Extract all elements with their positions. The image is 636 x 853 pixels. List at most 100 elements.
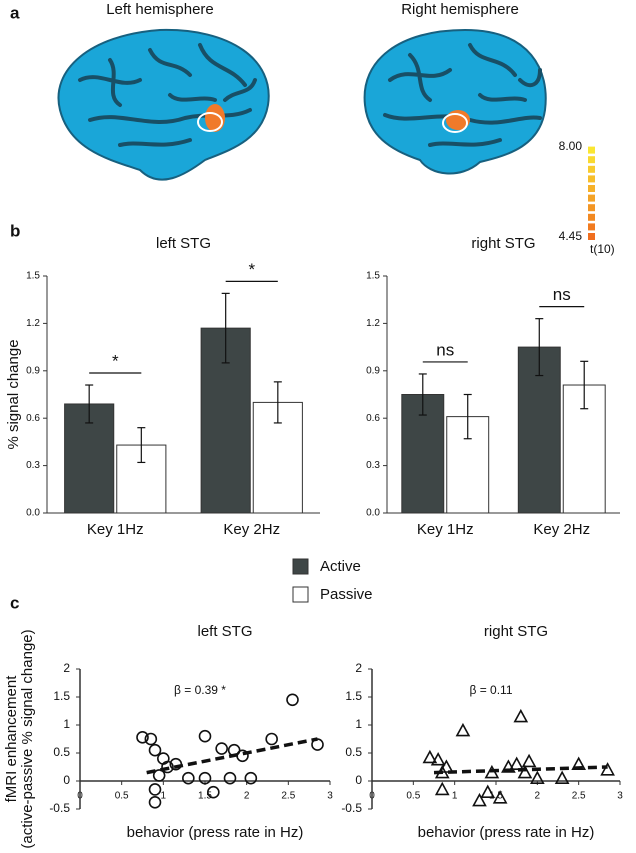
y-tick-label: 0.9 (26, 365, 40, 376)
point (207, 785, 220, 799)
panel-label: a (10, 3, 20, 22)
point (198, 729, 212, 743)
legend-label: Passive (320, 586, 373, 603)
fit-line (433, 765, 608, 775)
fit-line (146, 737, 318, 775)
x-axis-label: behavior (press rate in Hz) (127, 824, 304, 841)
x-tick-label: 3 (327, 791, 333, 802)
y-tick-label: 0 (63, 773, 70, 787)
y-tick-label: 1 (63, 717, 70, 731)
colorbar (588, 146, 595, 240)
y-tick-label: 0.6 (366, 413, 380, 424)
point (434, 781, 450, 796)
x-tick-label: Key 1Hz (417, 521, 474, 538)
y-tick-label: 0.3 (366, 460, 380, 471)
y-tick-label: 2 (355, 661, 362, 675)
y-tick-label: 1.2 (366, 318, 380, 329)
error-bar (418, 373, 427, 416)
colorbar-swatch (588, 156, 595, 164)
chart-title: right STG (471, 235, 535, 252)
error-bar (221, 292, 230, 364)
y-tick-label: 0.5 (345, 745, 362, 759)
y-tick-label: 0 (355, 773, 362, 787)
x-tick-label: 1.5 (198, 791, 212, 802)
y-tick-label: 0.5 (53, 745, 70, 759)
point (198, 771, 212, 785)
y-tick-label: 1.5 (53, 689, 70, 703)
y-axis-label: fMRI enhancement (3, 675, 20, 803)
significance-label: * (248, 260, 255, 279)
colorbar-swatch (588, 233, 595, 240)
y-tick-label: -0.5 (49, 801, 70, 815)
error-bar (85, 384, 94, 424)
significance-label: * (112, 352, 119, 371)
chart-title: left STG (197, 623, 252, 640)
y-axis-label: % signal change (5, 339, 22, 449)
point (223, 771, 237, 785)
point (148, 743, 162, 757)
point (244, 771, 258, 785)
y-tick-label: 1.5 (366, 271, 380, 282)
error-bar (535, 318, 544, 377)
chart-title: right STG (484, 623, 548, 640)
point (455, 722, 471, 737)
y-tick-label: 2 (63, 661, 70, 675)
y-tick-label: 0.9 (366, 365, 380, 376)
x-tick-label: 2.5 (281, 791, 295, 802)
point (492, 790, 508, 804)
brain-title: Right hemisphere (401, 1, 519, 18)
colorbar-swatch (588, 213, 595, 221)
x-tick-label: 1.5 (489, 791, 503, 802)
legend-swatch (292, 558, 309, 575)
point (136, 731, 149, 744)
point (600, 762, 615, 776)
x-tick-label: 3 (617, 791, 623, 802)
y-tick-label: 1.2 (26, 318, 40, 329)
point (554, 770, 570, 785)
x-tick-label: 2 (244, 791, 250, 802)
y-tick-label: 0.0 (366, 508, 380, 519)
point (513, 708, 529, 723)
x-tick-label: 1 (452, 791, 458, 802)
error-bar (137, 427, 146, 464)
point (430, 752, 446, 766)
x-tick-label: 1 (161, 791, 167, 802)
colorbar-swatch (588, 175, 595, 183)
y-tick-label: 1.5 (345, 689, 362, 703)
y-tick-label: 1 (355, 717, 362, 731)
point (521, 753, 537, 768)
point (215, 742, 228, 755)
error-bar (273, 381, 282, 424)
point (472, 792, 487, 807)
point (152, 769, 166, 782)
point (286, 693, 299, 707)
annotation: β = 0.11 (469, 683, 512, 697)
x-tick-label: Key 1Hz (87, 521, 144, 538)
y-tick-label: -0.5 (341, 801, 362, 815)
colorbar-swatch (588, 204, 595, 212)
point (161, 760, 174, 774)
legend-label: Active (320, 558, 361, 575)
chart-title: left STG (156, 235, 211, 252)
panel-label: b (10, 221, 20, 240)
colorbar-swatch (588, 185, 595, 192)
error-bar (463, 393, 472, 440)
colorbar-swatch (588, 194, 595, 202)
y-tick-label: 0.0 (26, 508, 40, 519)
point (148, 783, 162, 796)
x-tick-label: 0.5 (115, 791, 129, 802)
point (182, 771, 195, 785)
colorbar-tick-label: 8.00 (559, 139, 583, 153)
left-brain (57, 28, 270, 181)
brain-title: Left hemisphere (106, 1, 214, 18)
colorbar-swatch (588, 146, 595, 154)
x-tick-label: Key 2Hz (223, 521, 280, 538)
point (148, 795, 162, 809)
x-tick-label: 0.5 (406, 791, 420, 802)
significance-label: ns (436, 340, 454, 359)
colorbar-swatch (588, 223, 595, 231)
point (517, 764, 533, 779)
colorbar-tick-label: 4.45 (559, 229, 583, 243)
point (480, 784, 496, 799)
